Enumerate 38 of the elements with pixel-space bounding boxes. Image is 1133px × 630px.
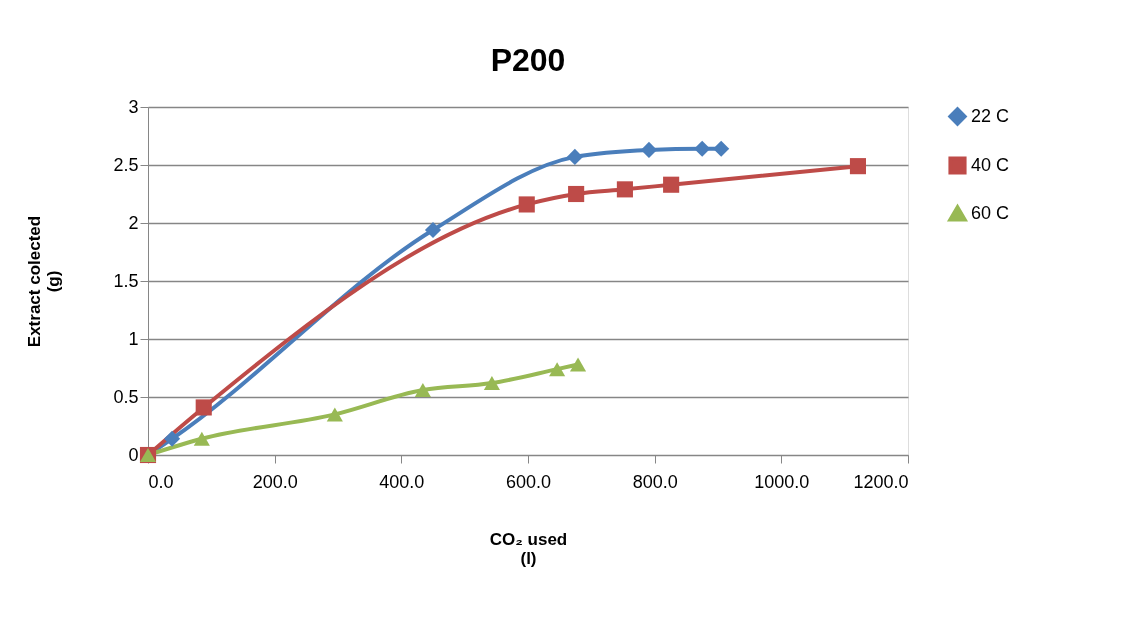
point [713,140,730,157]
y-tick-label: 2 [128,212,139,233]
x-axis-title: CO₂ used (l) [489,529,568,568]
y-axis-title: Extract colected (g) [25,215,64,348]
point [414,383,431,398]
point [640,141,658,158]
point [424,221,442,239]
chart-title: P200 [490,42,566,78]
x-tick-label: 200.0 [252,471,298,492]
legend-label: 40 C [971,154,1010,175]
point [164,430,181,447]
point [566,148,583,165]
point [569,357,587,372]
y-tick-label: 0 [128,444,139,465]
y-tick-label: 1 [128,328,139,349]
point [483,376,500,391]
point [568,185,585,203]
point [326,407,343,422]
y-tick-label: 2.5 [113,154,139,175]
point [694,140,711,157]
x-tick-label: 800.0 [632,471,678,492]
point [195,399,212,416]
x-tick-label: 600.0 [505,471,552,492]
point [663,176,680,193]
x-tick-label: 0.0 [148,471,174,492]
y-tick-label: 3 [128,96,139,117]
point [193,431,210,446]
point [849,158,867,175]
legend-label: 22 C [971,105,1010,126]
legend-label: 60 C [971,202,1010,223]
y-tick-label: 0.5 [113,386,139,407]
point [616,181,633,198]
x-tick-label: 1200.0 [853,471,909,492]
y-tick-label: 1.5 [113,270,139,291]
x-tick-label: 400.0 [379,471,425,492]
point [549,362,566,377]
point [518,196,535,213]
x-tick-label: 1000.0 [754,471,810,492]
